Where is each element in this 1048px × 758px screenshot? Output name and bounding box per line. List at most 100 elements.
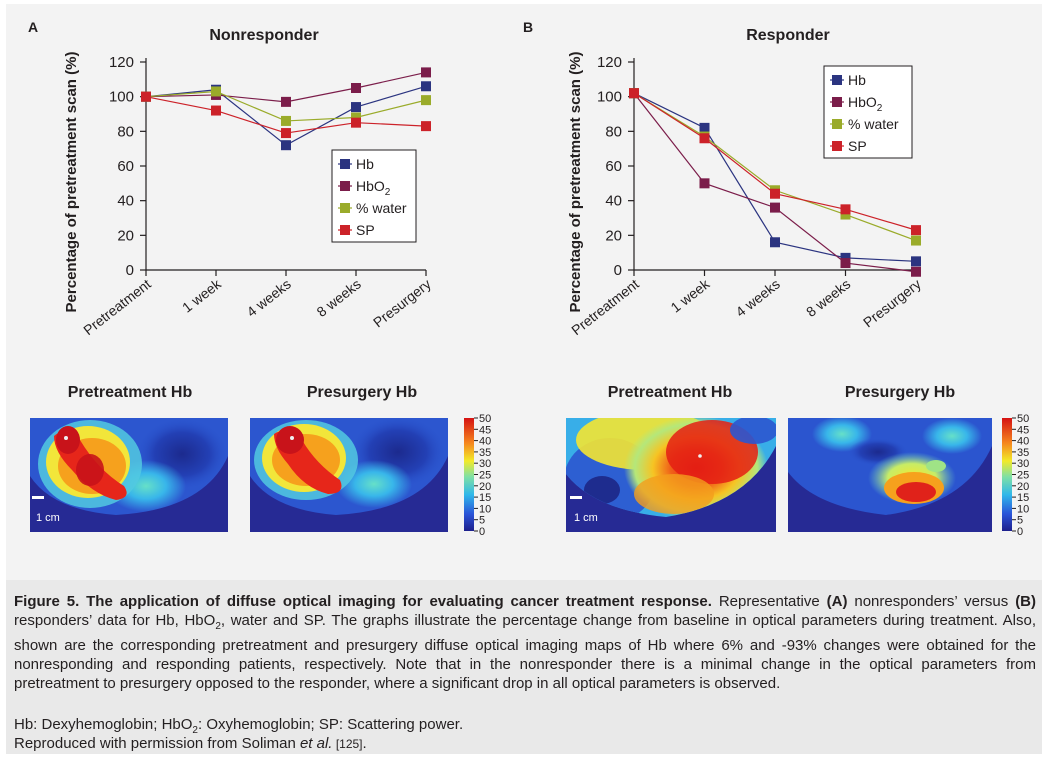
data-point-sp	[421, 121, 431, 132]
legend-label: % water	[848, 116, 899, 132]
y-tick-label: 100	[109, 89, 134, 106]
data-point-hb	[421, 81, 431, 92]
hb-map-responder-presurgery	[788, 418, 992, 532]
data-point--water	[911, 235, 921, 246]
y-axis-label: Percentage of pretreatment scan (%)	[567, 52, 584, 313]
x-tick-label: 4 weeks	[244, 276, 294, 320]
x-tick-label: 8 weeks	[314, 276, 364, 320]
data-point-sp	[211, 105, 221, 116]
x-tick-label: 1 week	[668, 275, 714, 316]
data-point-hbo2	[351, 83, 361, 93]
y-tick-label: 120	[109, 54, 134, 71]
data-point-sp	[770, 188, 780, 199]
legend-label: SP	[356, 222, 375, 238]
chart-nonresponder: 0 20 40 60 80 100 120 Pretreatment 1 week 4 weeks…	[63, 52, 434, 339]
data-point-hbo2	[911, 266, 921, 277]
data-point-sp	[141, 91, 151, 102]
hb-map-responder-pretreatment: 1 cm	[566, 418, 776, 532]
colorbar-tick-label: 10	[479, 503, 491, 515]
data-point-sp	[351, 117, 361, 128]
hb-map-nonresponder-presurgery	[250, 418, 448, 532]
map-title-b-presurgery: Presurgery Hb	[845, 384, 955, 401]
colorbar-tick-label: 15	[1017, 492, 1029, 504]
colorbar-tick-label: 45	[479, 424, 491, 436]
figure-svg: A Nonresponder B Responder 0204060801001…	[28, 19, 1029, 538]
data-point--water	[421, 95, 431, 106]
panel-letter-b: B	[523, 19, 533, 35]
legend-label: % water	[356, 200, 407, 216]
legend-label: Hb	[848, 72, 866, 88]
data-point-sp	[911, 225, 921, 236]
hb-map-nonresponder-pretreatment: 1 cm	[30, 418, 228, 532]
y-tick-label: 80	[117, 123, 134, 140]
caption-reproduction: Reproduced with permission from Soliman …	[14, 735, 367, 752]
panel-title-responder: Responder	[746, 27, 830, 44]
colorbar-tick-label: 50	[1017, 413, 1029, 425]
data-point--water	[281, 115, 291, 126]
colorbar-tick-label: 0	[1017, 526, 1023, 538]
y-axis-label: Percentage of pretreatment scan (%)	[63, 52, 80, 313]
legend-marker	[832, 141, 842, 151]
colorbar-tick-label: 5	[479, 515, 485, 527]
colorbar-tick-label: 40	[1017, 436, 1029, 448]
data-point-hbo2	[281, 96, 291, 107]
legend-marker	[832, 75, 842, 85]
colorbar-tick-label: 25	[1017, 470, 1029, 482]
data-point-hb	[281, 140, 291, 151]
figure-caption: Figure 5. The application of diffuse opt…	[6, 580, 1042, 754]
y-tick-label: 40	[605, 193, 622, 210]
data-point-sp	[281, 128, 291, 139]
colorbar-tick-label: 15	[479, 492, 491, 504]
panel-letter-a: A	[28, 19, 38, 35]
y-tick-label: 0	[126, 262, 134, 279]
colorbar-tick-label: 50	[479, 413, 491, 425]
y-tick-label: 0	[614, 262, 622, 279]
data-point-sp	[629, 88, 639, 99]
colorbar-tick-label: 25	[479, 470, 491, 482]
x-tick-label: 1 week	[179, 275, 225, 316]
y-tick-label: 80	[605, 123, 622, 140]
data-point-hb	[699, 122, 710, 133]
data-point-hbo2	[840, 258, 851, 269]
colorbar-tick-label: 35	[1017, 447, 1029, 459]
legend-label-subscript: 2	[877, 103, 883, 114]
legend-label-subscript: 2	[385, 187, 391, 198]
map-title-a-presurgery: Presurgery Hb	[307, 384, 417, 401]
caption-abbreviations: Hb: Dexyhemoglobin; HbO2: Oxyhemoglobin;…	[14, 716, 464, 736]
legend-marker	[340, 203, 350, 213]
legend-marker	[340, 181, 350, 191]
data-point-hbo2	[421, 67, 431, 78]
data-point-sp	[840, 204, 851, 215]
data-point-hb	[911, 256, 921, 267]
caption-title: Figure 5. The application of diffuse opt…	[14, 593, 712, 610]
y-tick-label: 60	[605, 158, 622, 175]
legend-marker	[832, 119, 842, 129]
data-point-hb	[770, 237, 780, 248]
legend-label: Hb	[356, 156, 374, 172]
x-tick-label: Presurgery	[860, 276, 924, 331]
colorbar-tick-label: 0	[479, 526, 485, 538]
colorbar-tick-label: 20	[479, 481, 491, 493]
y-tick-label: 20	[605, 227, 622, 244]
y-tick-label: 60	[117, 158, 134, 175]
map-title-b-pretreatment: Pretreatment Hb	[608, 384, 733, 401]
colorbar-tick-label: 20	[1017, 481, 1029, 493]
map-title-a-pretreatment: Pretreatment Hb	[68, 384, 193, 401]
x-tick-label: 8 weeks	[803, 276, 853, 320]
x-tick-label: 4 weeks	[733, 276, 783, 320]
legend-marker	[832, 97, 842, 107]
colorbar-tick-label: 45	[1017, 424, 1029, 436]
data-point-hb	[840, 252, 851, 263]
legend-marker	[340, 159, 350, 169]
caption-paragraph: Figure 5. The application of diffuse opt…	[14, 593, 1037, 692]
colorbar-tick-label: 30	[1017, 458, 1029, 470]
colorbar-gradient	[464, 418, 474, 531]
legend-label: SP	[848, 138, 867, 154]
legend-label: HbO2	[356, 178, 391, 198]
panel-title-nonresponder: Nonresponder	[209, 27, 318, 44]
scale-bar-label-b: 1 cm	[574, 512, 598, 524]
x-tick-label: Pretreatment	[80, 276, 154, 338]
